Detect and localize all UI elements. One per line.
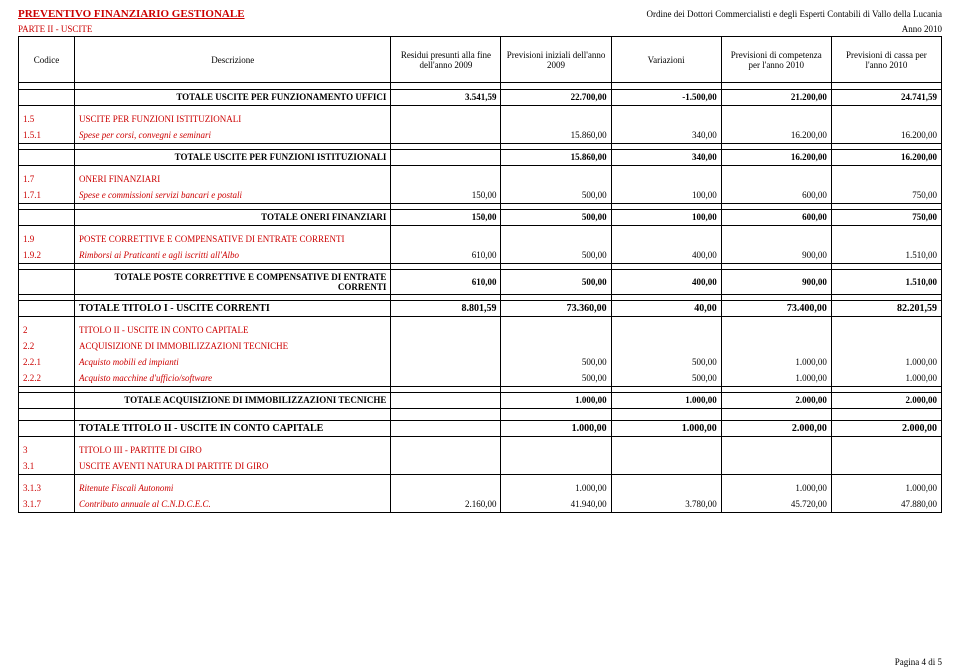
page-footer: Pagina 4 di 5: [895, 657, 942, 667]
col-descrizione: Descrizione: [75, 37, 391, 83]
col-residui: Residui presunti alla fine dell'anno 200…: [391, 37, 501, 83]
year-label: Anno 2010: [902, 24, 942, 34]
row-tot-titolo-2: TOTALE TITOLO II - USCITE IN CONTO CAPIT…: [19, 420, 942, 436]
header: PREVENTIVO FINANZIARIO GESTIONALE Ordine…: [18, 8, 942, 20]
col-variazioni: Variazioni: [611, 37, 721, 83]
row-tot-1-7: TOTALE ONERI FINANZIARI 150,00 500,00 10…: [19, 209, 942, 225]
row-3-1-7: 3.1.7 Contributo annuale al C.N.D.C.E.C.…: [19, 496, 942, 512]
col-prev-iniz: Previsioni iniziali dell'anno 2009: [501, 37, 611, 83]
column-headers: Codice Descrizione Residui presunti alla…: [18, 36, 942, 83]
row-1-9-2: 1.9.2 Rimborsi ai Praticanti e agli iscr…: [19, 247, 942, 263]
doc-title: PREVENTIVO FINANZIARIO GESTIONALE: [18, 8, 245, 20]
row-1-7: 1.7 ONERI FINANZIARI: [19, 171, 942, 187]
row-tot-1-9: TOTALE POSTE CORRETTIVE E COMPENSATIVE D…: [19, 269, 942, 294]
subheader: PARTE II - USCITE Anno 2010: [18, 24, 942, 34]
row-2: 2 TITOLO II - USCITE IN CONTO CAPITALE: [19, 322, 942, 338]
row-tot-2-2: TOTALE ACQUISIZIONE DI IMMOBILIZZAZIONI …: [19, 392, 942, 408]
row-2-2-2: 2.2.2 Acquisto macchine d'ufficio/softwa…: [19, 370, 942, 386]
row-3-1: 3.1 USCITE AVENTI NATURA DI PARTITE DI G…: [19, 458, 942, 474]
row-2-2-1: 2.2.1 Acquisto mobili ed impianti 500,00…: [19, 354, 942, 370]
part-label: PARTE II - USCITE: [18, 24, 92, 34]
org-name: Ordine dei Dottori Commercialisti e degl…: [646, 9, 942, 19]
col-codice: Codice: [19, 37, 75, 83]
col-competenza: Previsioni di competenza per l'anno 2010: [721, 37, 831, 83]
row-tot-1-5: TOTALE USCITE PER FUNZIONI ISTITUZIONALI…: [19, 149, 942, 165]
row-3-1-3: 3.1.3 Ritenute Fiscali Autonomi 1.000,00…: [19, 480, 942, 496]
data-grid: TOTALE USCITE PER FUNZIONAMENTO UFFICI 3…: [18, 83, 942, 513]
row-3: 3 TITOLO III - PARTITE DI GIRO: [19, 442, 942, 458]
row-2-2: 2.2 ACQUISIZIONE DI IMMOBILIZZAZIONI TEC…: [19, 338, 942, 354]
row-1-5: 1.5 USCITE PER FUNZIONI ISTITUZIONALI: [19, 111, 942, 127]
row-1-9: 1.9 POSTE CORRETTIVE E COMPENSATIVE DI E…: [19, 231, 942, 247]
row-1-7-1: 1.7.1 Spese e commissioni servizi bancar…: [19, 187, 942, 203]
row-tot-uffici: TOTALE USCITE PER FUNZIONAMENTO UFFICI 3…: [19, 89, 942, 105]
row-1-5-1: 1.5.1 Spese per corsi, convegni e semina…: [19, 127, 942, 143]
row-tot-titolo-1: TOTALE TITOLO I - USCITE CORRENTI 8.801,…: [19, 300, 942, 316]
col-cassa: Previsioni di cassa per l'anno 2010: [831, 37, 941, 83]
